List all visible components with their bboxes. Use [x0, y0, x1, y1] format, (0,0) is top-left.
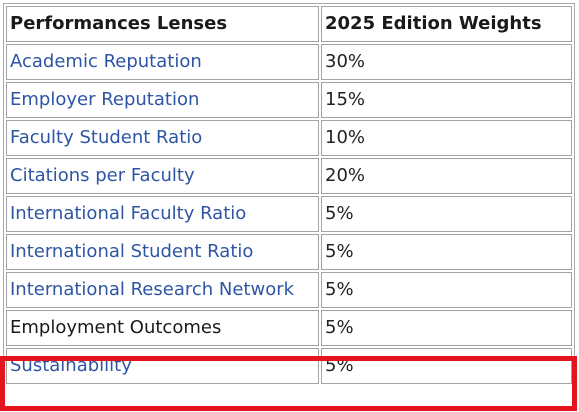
- weight-cell: 10%: [321, 120, 572, 156]
- header-performance-lenses: Performances Lenses: [6, 6, 319, 42]
- lens-cell[interactable]: Academic Reputation: [6, 44, 319, 80]
- lens-link[interactable]: Sustainability: [10, 355, 132, 376]
- lens-cell[interactable]: Faculty Student Ratio: [6, 120, 319, 156]
- weight-cell: 5%: [321, 196, 572, 232]
- table-row: Employer Reputation 15%: [6, 82, 572, 118]
- lens-link[interactable]: Academic Reputation: [10, 51, 202, 72]
- table-row: Academic Reputation 30%: [6, 44, 572, 80]
- table-row: Employment Outcomes 5%: [6, 310, 572, 346]
- lens-link[interactable]: Citations per Faculty: [10, 165, 195, 186]
- table-body: Academic Reputation 30% Employer Reputat…: [6, 44, 572, 384]
- table-row: Citations per Faculty 20%: [6, 158, 572, 194]
- weight-cell: 5%: [321, 234, 572, 270]
- lens-cell[interactable]: Sustainability: [6, 348, 319, 384]
- table-row: Faculty Student Ratio 10%: [6, 120, 572, 156]
- lens-cell: Employment Outcomes: [6, 310, 319, 346]
- lens-link[interactable]: International Faculty Ratio: [10, 203, 247, 224]
- lens-cell[interactable]: Citations per Faculty: [6, 158, 319, 194]
- table-row: International Research Network 5%: [6, 272, 572, 308]
- lens-link[interactable]: International Research Network: [10, 279, 295, 300]
- lens-link[interactable]: Employer Reputation: [10, 89, 200, 110]
- table-header-row: Performances Lenses 2025 Edition Weights: [6, 6, 572, 42]
- weight-cell: 30%: [321, 44, 572, 80]
- table-row-highlighted: Sustainability 5%: [6, 348, 572, 384]
- weight-cell: 15%: [321, 82, 572, 118]
- weights-table-container: Performances Lenses 2025 Edition Weights…: [3, 3, 575, 409]
- table-row: International Student Ratio 5%: [6, 234, 572, 270]
- lens-cell[interactable]: Employer Reputation: [6, 82, 319, 118]
- weight-cell: 5%: [321, 310, 572, 346]
- lens-link[interactable]: International Student Ratio: [10, 241, 254, 262]
- lens-link[interactable]: Faculty Student Ratio: [10, 127, 203, 148]
- weight-cell: 5%: [321, 272, 572, 308]
- header-edition-weights: 2025 Edition Weights: [321, 6, 572, 42]
- lens-cell[interactable]: International Faculty Ratio: [6, 196, 319, 232]
- weights-table: Performances Lenses 2025 Edition Weights…: [4, 4, 574, 386]
- weight-cell: 20%: [321, 158, 572, 194]
- lens-text: Employment Outcomes: [10, 317, 222, 338]
- lens-cell[interactable]: International Student Ratio: [6, 234, 319, 270]
- weight-cell: 5%: [321, 348, 572, 384]
- table-row: International Faculty Ratio 5%: [6, 196, 572, 232]
- lens-cell[interactable]: International Research Network: [6, 272, 319, 308]
